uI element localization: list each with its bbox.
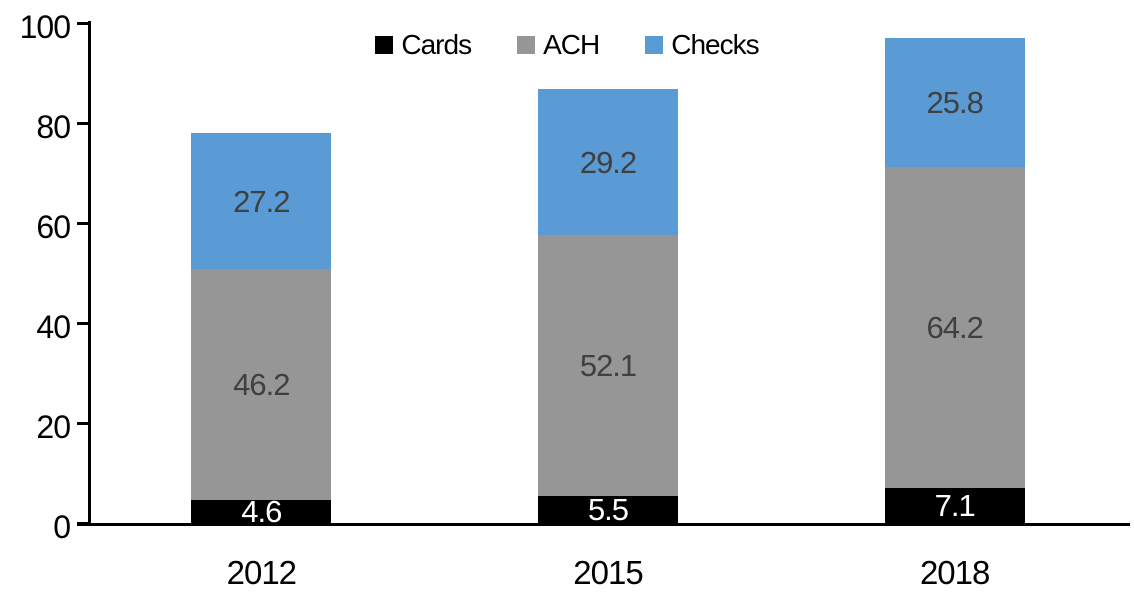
- bar-value-label: 27.2: [233, 183, 290, 219]
- y-tick-label: 0: [53, 509, 71, 545]
- bar-value-label: 5.5: [587, 491, 629, 527]
- y-tick-mark: [77, 522, 88, 525]
- y-tick-mark: [77, 122, 88, 125]
- legend-label: Checks: [671, 29, 759, 60]
- bar-value-label: 46.2: [233, 367, 290, 402]
- legend-swatch-icon: [517, 36, 536, 54]
- y-tick-label: 100: [19, 9, 71, 45]
- legend-item-checks: Checks: [645, 29, 760, 60]
- bar-value-label: 64.2: [926, 309, 983, 345]
- bar-segment-cards-2012: 4.6: [191, 496, 332, 527]
- y-tick-mark: [77, 22, 88, 25]
- bar-segment-ach-2012: 46.2: [191, 269, 332, 500]
- bar-value-label: 7.1: [934, 487, 976, 523]
- chart-legend: Cards ACH Checks: [0, 31, 1134, 59]
- bar-value-label: 4.6: [241, 494, 282, 529]
- x-axis-label-2015: 2015: [573, 554, 643, 591]
- x-axis-line: [77, 523, 1130, 526]
- bar-segment-ach-2015: 52.1: [538, 235, 678, 496]
- bar-value-label: 29.2: [579, 144, 637, 180]
- bar-segment-cards-2015: 5.5: [538, 491, 678, 527]
- y-tick-label: 20: [36, 409, 71, 445]
- x-axis-label-2012: 2012: [226, 554, 297, 591]
- legend-label: ACH: [543, 29, 600, 60]
- bar-segment-checks-2015: 29.2: [538, 89, 678, 235]
- y-tick-mark: [77, 222, 88, 225]
- y-tick-label: 40: [36, 309, 71, 345]
- y-axis-line: [88, 21, 91, 526]
- legend-swatch-icon: [645, 36, 664, 54]
- bar-segment-cards-2018: 7.1: [884, 487, 1025, 523]
- y-tick-label: 60: [36, 209, 71, 245]
- bar-segment-checks-2012: 27.2: [191, 133, 332, 269]
- bar-value-label: 52.1: [579, 347, 637, 383]
- y-tick-label: 80: [36, 109, 71, 145]
- bar-segment-checks-2018: 25.8: [884, 37, 1025, 167]
- y-tick-mark: [77, 322, 88, 325]
- x-axis-label-2018: 2018: [919, 554, 990, 591]
- legend-item-cards: Cards: [375, 29, 472, 60]
- y-tick-mark: [77, 422, 88, 425]
- bar-value-label: 25.8: [926, 84, 983, 120]
- bar-segment-ach-2018: 64.2: [884, 166, 1025, 488]
- legend-label: Cards: [401, 29, 472, 60]
- legend-item-ach: ACH: [517, 29, 600, 60]
- legend-swatch-icon: [375, 36, 394, 54]
